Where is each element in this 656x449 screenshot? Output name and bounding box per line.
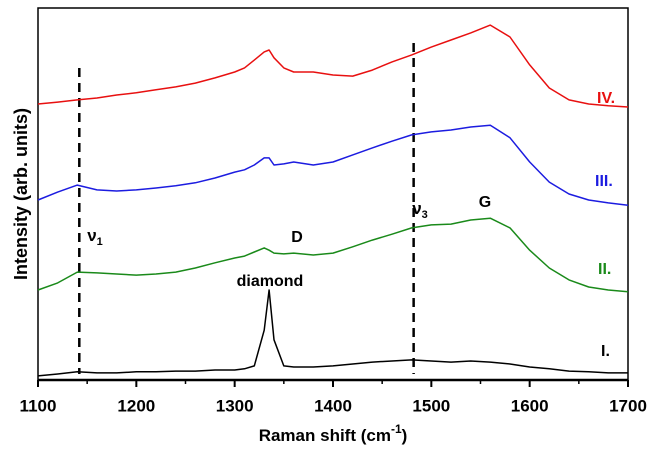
x-tick-label: 1400: [314, 396, 352, 415]
annotation-sub: 1: [97, 236, 103, 248]
x-label-end: ): [402, 426, 408, 445]
annotation-text: G: [479, 194, 491, 211]
series-label: I.: [601, 343, 610, 360]
x-axis-label: Raman shift (cm-1): [259, 422, 408, 445]
annotation-text: diamond: [237, 273, 304, 290]
y-axis-label: Intensity (arb. units): [11, 108, 31, 280]
x-tick-label: 1700: [609, 396, 647, 415]
x-tick-label: 1100: [20, 396, 57, 415]
annotation-text: ν: [412, 199, 421, 218]
annotation: diamond: [237, 273, 304, 290]
annotation: ν3: [412, 199, 428, 220]
spectrum-line: [37, 289, 628, 377]
series-label: IV.: [597, 90, 615, 107]
annotation: ν1: [87, 226, 103, 247]
x-label-text: Raman shift (cm: [259, 426, 391, 445]
annotation-sub: 3: [422, 209, 428, 221]
x-tick-label: 1500: [412, 396, 450, 415]
x-label-sup: -1: [391, 422, 402, 436]
spectrum-line: [37, 24, 629, 108]
spectrum-line: [37, 124, 629, 206]
annotation: G: [479, 194, 491, 211]
x-tick-label: 1200: [117, 396, 155, 415]
annotation-text: ν: [87, 226, 96, 245]
x-tick-label: 1600: [511, 396, 549, 415]
series-label: III.: [595, 173, 613, 190]
spectrum-line: [37, 217, 629, 293]
annotation-text: D: [291, 229, 303, 246]
series-label: II.: [598, 261, 611, 278]
annotation: D: [291, 229, 303, 246]
x-tick-label: 1300: [216, 396, 254, 415]
plot-frame: [37, 7, 629, 381]
